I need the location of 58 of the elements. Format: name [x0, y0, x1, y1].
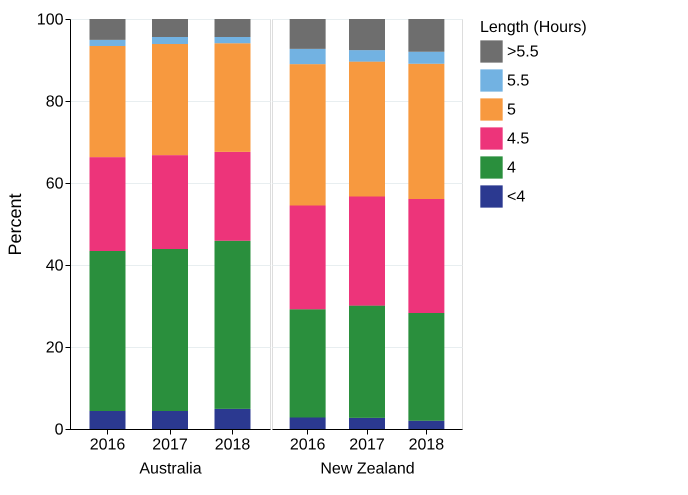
bar	[90, 40, 126, 46]
bar	[152, 19, 188, 38]
y-tick-label: 0	[54, 422, 64, 438]
x-tick-label: 2016	[290, 436, 326, 454]
bar	[152, 410, 188, 429]
bar	[214, 37, 250, 44]
bar	[214, 240, 250, 409]
bar	[290, 418, 326, 429]
x-tick-label: 2017	[349, 436, 385, 454]
y-axis-title: Percent	[4, 193, 25, 256]
x-tick-label: 2017	[152, 436, 188, 454]
bar	[152, 37, 188, 44]
x-axis-title: Australia	[139, 460, 202, 478]
bar	[408, 52, 444, 64]
bar	[90, 19, 126, 40]
bar	[408, 64, 444, 199]
bar	[349, 306, 385, 418]
bar	[290, 48, 326, 64]
y-tick-label: 60	[46, 176, 64, 192]
bar	[214, 152, 250, 241]
bar	[408, 19, 444, 52]
y-tick-label: 100	[36, 12, 64, 28]
x-tick-label: 2018	[408, 436, 444, 454]
x-axis-title: New Zealand	[320, 460, 415, 478]
bar	[349, 418, 385, 429]
x-tick-label: 2016	[90, 436, 126, 454]
bar	[214, 19, 250, 38]
bar	[90, 157, 126, 252]
y-tick-label: 80	[46, 94, 64, 110]
bar	[152, 249, 188, 411]
bar	[290, 206, 326, 310]
bar	[214, 408, 250, 429]
bar	[90, 251, 126, 411]
bar	[214, 43, 250, 152]
x-tick-label: 2018	[214, 436, 250, 454]
legend-label: <4	[507, 188, 526, 206]
legend-label: >5.5	[507, 44, 539, 60]
bar	[152, 44, 188, 156]
bar	[290, 309, 326, 418]
legend-label: 5.5	[507, 72, 530, 90]
y-tick-label: 40	[46, 258, 64, 274]
legend-label: 4.5	[507, 130, 530, 148]
bar	[290, 64, 326, 206]
legend-label: 5	[507, 102, 516, 118]
bar	[152, 155, 188, 250]
bar	[349, 19, 385, 50]
bar	[408, 198, 444, 313]
y-tick-label: 20	[46, 340, 64, 356]
bar	[90, 410, 126, 429]
bar	[408, 312, 444, 421]
bar	[349, 196, 385, 306]
legend-title: Length (Hours)	[480, 19, 587, 36]
bar	[349, 62, 385, 197]
bar	[349, 50, 385, 62]
bar	[290, 19, 326, 49]
bar	[408, 420, 444, 429]
bar	[90, 46, 126, 158]
legend-label: 4	[507, 160, 516, 176]
